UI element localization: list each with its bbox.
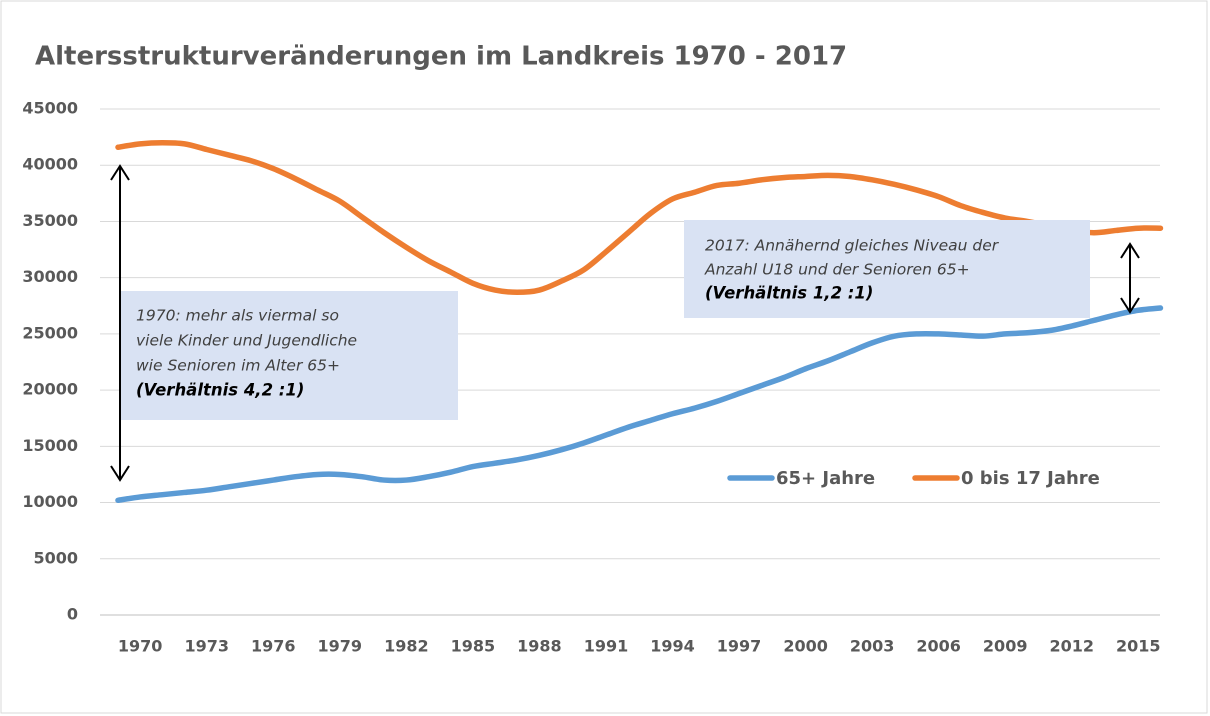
annotation-emphasis: (Verhältnis 1,2 :1) xyxy=(705,284,873,303)
annotation-text: wie Senioren im Alter 65+ xyxy=(136,357,340,375)
annotation-text: Anzahl U18 und der Senioren 65+ xyxy=(704,261,970,279)
annotation-box xyxy=(684,220,1090,318)
annotation-box xyxy=(120,291,458,420)
x-tick-label: 2012 xyxy=(1049,637,1094,656)
y-tick-label: 30000 xyxy=(22,267,78,286)
y-tick-label: 40000 xyxy=(22,155,78,174)
y-tick-label: 10000 xyxy=(22,492,78,511)
x-tick-label: 2000 xyxy=(783,637,828,656)
x-tick-label: 1979 xyxy=(318,637,363,656)
y-tick-label: 45000 xyxy=(22,99,78,118)
y-tick-label: 20000 xyxy=(22,380,78,399)
x-tick-label: 1970 xyxy=(118,637,163,656)
x-tick-label: 1988 xyxy=(517,637,562,656)
chart-title: Altersstrukturveränderungen im Landkreis… xyxy=(35,42,847,72)
x-tick-label: 1982 xyxy=(384,637,429,656)
y-tick-label: 0 xyxy=(67,605,78,624)
y-tick-label: 35000 xyxy=(22,211,78,230)
y-tick-label: 25000 xyxy=(22,323,78,342)
x-tick-label: 1991 xyxy=(584,637,629,656)
y-tick-label: 15000 xyxy=(22,436,78,455)
legend-label: 0 bis 17 Jahre xyxy=(961,468,1100,489)
legend-label: 65+ Jahre xyxy=(776,468,875,489)
x-tick-label: 1985 xyxy=(451,637,496,656)
x-tick-label: 1973 xyxy=(184,637,229,656)
arrows xyxy=(110,164,1140,482)
y-tick-label: 5000 xyxy=(33,548,78,567)
annotation-emphasis: (Verhältnis 4,2 :1) xyxy=(136,381,304,400)
x-tick-label: 1976 xyxy=(251,637,296,656)
annotation-text: viele Kinder und Jugendliche xyxy=(136,332,357,350)
x-tick-label: 2015 xyxy=(1116,637,1161,656)
series-line xyxy=(115,139,1164,296)
x-tick-label: 2006 xyxy=(916,637,961,656)
annotation-text: 1970: mehr als viermal so xyxy=(136,307,339,325)
annotation-text: 2017: Annähernd gleiches Niveau der xyxy=(705,237,1000,255)
labels: 0 5000 10000 15000 20000 25000 30000 35000 40000… xyxy=(22,99,1160,656)
x-tick-label: 1997 xyxy=(717,637,762,656)
series xyxy=(115,139,1164,504)
x-tick-label: 2009 xyxy=(983,637,1028,656)
x-tick-label: 1994 xyxy=(650,637,695,656)
x-tick-label: 2003 xyxy=(850,637,895,656)
series-line xyxy=(115,305,1164,504)
